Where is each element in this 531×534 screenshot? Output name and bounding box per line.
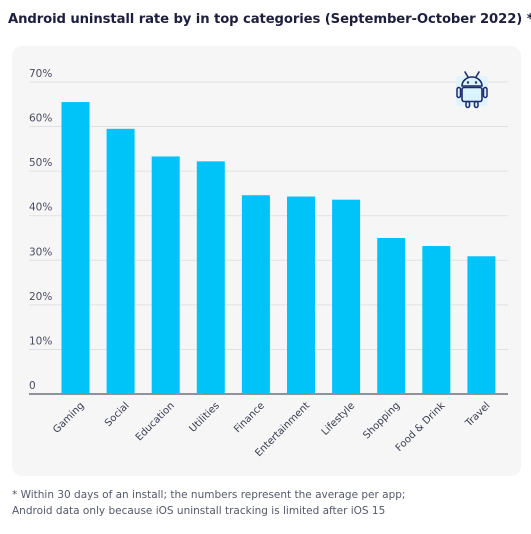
footnote: * Within 30 days of an install; the numb… — [12, 487, 527, 519]
android-robot-icon — [456, 71, 488, 109]
y-tick-label: 70% — [29, 68, 52, 80]
y-tick-label: 60% — [29, 113, 52, 125]
bar-gaming — [61, 102, 90, 395]
x-tick-label: Social — [103, 400, 132, 429]
x-tick-label: Travel — [463, 400, 493, 430]
bar-travel — [467, 256, 496, 394]
y-tick-label: 0 — [29, 380, 36, 392]
x-tick-label: Gaming — [51, 400, 86, 435]
bar-social — [106, 128, 135, 395]
bar-utilities — [196, 161, 225, 394]
chart-title: Android uninstall rate by in top categor… — [8, 12, 531, 27]
x-tick-label: Utilities — [188, 400, 222, 434]
y-tick-label: 30% — [29, 246, 52, 258]
y-tick-label: 40% — [29, 202, 52, 214]
y-tick-label: 10% — [29, 335, 52, 347]
bar-entertainment — [287, 196, 315, 394]
bar-shopping — [377, 238, 406, 394]
bar-lifestyle — [332, 199, 361, 394]
footnote-line-2: Android data only because iOS uninstall … — [12, 505, 386, 517]
footnote-line-1: * Within 30 days of an install; the numb… — [12, 489, 406, 501]
bar-chart: 0 10% 20% 30% 40% 50% 60% 70% Gaming Social Educat… — [29, 68, 508, 459]
x-tick-label: Shopping — [361, 400, 402, 441]
x-tick-label: Education — [134, 400, 177, 443]
bar-education — [151, 156, 180, 394]
x-tick-label: Lifestyle — [320, 400, 357, 437]
bar-finance — [241, 195, 270, 394]
x-tick-label: Finance — [232, 400, 267, 435]
y-tick-label: 20% — [29, 291, 52, 303]
y-tick-label: 50% — [29, 157, 52, 169]
bar-food-drink — [422, 246, 451, 394]
